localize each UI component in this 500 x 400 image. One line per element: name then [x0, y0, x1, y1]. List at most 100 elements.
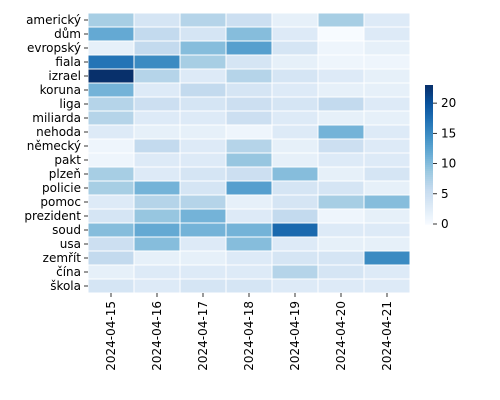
y-tick-label: pomoc: [40, 195, 81, 209]
y-tick-label: liga: [59, 97, 81, 111]
heatmap-cell: [179, 250, 227, 266]
x-tick-labels: 2024-04-15 2024-04-16 2024-04-17 2024-04-18…: [104, 293, 394, 371]
heatmap-cell: [179, 40, 227, 56]
heatmap-cell: [225, 54, 273, 70]
colorbar-segment: [425, 148, 433, 152]
heatmap-cell: [133, 236, 181, 252]
heatmap-cell: [179, 110, 227, 126]
heatmap-cell: [317, 138, 365, 154]
heatmap-cell: [363, 138, 411, 154]
heatmap-cell: [225, 26, 273, 42]
y-tick-label: čína: [56, 265, 81, 279]
heatmap-cell: [317, 180, 365, 196]
colorbar-segment: [425, 194, 433, 197]
colorbar-segment: [425, 196, 433, 199]
colorbar-segment: [425, 198, 433, 201]
y-tick-label: dům: [54, 27, 81, 41]
heatmap-cell: [225, 152, 273, 168]
colorbar-segment: [425, 174, 433, 177]
y-tick-label: prezident: [24, 209, 81, 223]
colorbar-segment: [425, 88, 433, 92]
heatmap-cell: [363, 82, 411, 98]
colorbar-tick-label: 5: [441, 187, 449, 201]
heatmap-cell: [87, 180, 135, 196]
heatmap-cell: [363, 208, 411, 224]
colorbar-segment: [425, 180, 433, 183]
heatmap-cell: [317, 222, 365, 238]
heatmap-cell: [225, 236, 273, 252]
colorbar-segment: [425, 214, 433, 217]
colorbar-segment: [425, 140, 433, 144]
heatmap-cell: [271, 250, 319, 266]
colorbar-tick-label: 20: [441, 96, 456, 110]
colorbar-segment: [425, 90, 433, 94]
y-tick-label: fiala: [55, 55, 81, 69]
heatmap-cell: [317, 166, 365, 182]
colorbar-segment: [425, 160, 433, 164]
x-tick-label: 2024-04-18: [242, 301, 256, 371]
heatmap-cell: [317, 12, 365, 28]
colorbar-tick-label: 15: [441, 126, 456, 140]
heatmap-cell: [87, 166, 135, 182]
heatmap-cell: [225, 250, 273, 266]
colorbar-segment: [425, 132, 433, 136]
heatmap-cell: [179, 96, 227, 112]
heatmap-cell: [87, 250, 135, 266]
colorbar-segment: [425, 192, 433, 195]
heatmap-cell: [271, 194, 319, 210]
heatmap-cell: [87, 68, 135, 84]
heatmap-cell: [179, 68, 227, 84]
colorbar-segment: [425, 152, 433, 156]
heatmap-cell: [179, 236, 227, 252]
heatmap-cell: [317, 40, 365, 56]
heatmap-cell: [363, 222, 411, 238]
colorbar-segment: [425, 110, 433, 114]
heatmap-cell: [87, 208, 135, 224]
heatmap-cell: [225, 222, 273, 238]
heatmap-cell: [225, 208, 273, 224]
colorbar-segment: [425, 208, 433, 211]
colorbar-segment: [425, 118, 433, 122]
colorbar-segment: [425, 130, 433, 134]
heatmap-cell: [225, 82, 273, 98]
heatmap-cell: [179, 26, 227, 42]
heatmap-cell: [363, 12, 411, 28]
heatmap-cell: [133, 26, 181, 42]
heatmap-cell: [87, 54, 135, 70]
heatmap-cell: [271, 180, 319, 196]
colorbar-segment: [425, 190, 433, 193]
colorbar-segment: [425, 106, 433, 110]
y-tick-label: evropský: [27, 41, 81, 55]
heatmap-cell: [271, 68, 319, 84]
heatmap-cell: [271, 138, 319, 154]
colorbar-tick-label: 10: [441, 157, 456, 171]
heatmap-cell: [87, 12, 135, 28]
heatmap-cell: [87, 82, 135, 98]
heatmap-cell: [271, 54, 319, 70]
colorbar-segment: [425, 136, 433, 140]
heatmap-cell: [133, 82, 181, 98]
heatmap-cell: [271, 26, 319, 42]
heatmap-cell: [179, 180, 227, 196]
heatmap-cell: [363, 54, 411, 70]
x-tick-label: 2024-04-19: [288, 301, 302, 371]
heatmap-cell: [271, 124, 319, 140]
colorbar-segment: [425, 124, 433, 128]
y-tick-label: německý: [27, 139, 81, 153]
y-tick-label: policie: [42, 181, 81, 195]
colorbar-segment: [425, 222, 433, 225]
heatmap-cell: [133, 12, 181, 28]
heatmap-cell: [225, 264, 273, 280]
colorbar-segment: [425, 85, 433, 88]
y-tick-label: zemřít: [43, 251, 82, 265]
heatmap-cell: [363, 152, 411, 168]
heatmap-cell: [87, 222, 135, 238]
heatmap-cell: [133, 208, 181, 224]
heatmap-cell: [87, 138, 135, 154]
heatmap-cell: [133, 264, 181, 280]
x-tick-label: 2024-04-17: [196, 301, 210, 371]
heatmap-cell: [133, 222, 181, 238]
colorbar-segment: [425, 114, 433, 118]
colorbar-segment: [425, 220, 433, 223]
x-tick-label: 2024-04-16: [150, 301, 164, 371]
